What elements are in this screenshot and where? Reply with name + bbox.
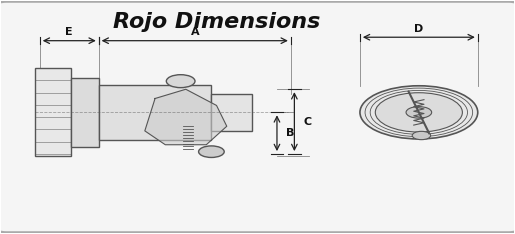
- FancyBboxPatch shape: [99, 85, 211, 140]
- Text: C: C: [304, 117, 312, 127]
- Text: B: B: [286, 128, 295, 138]
- Polygon shape: [145, 89, 227, 145]
- FancyBboxPatch shape: [35, 68, 71, 156]
- Circle shape: [412, 131, 431, 140]
- Text: A: A: [191, 27, 199, 37]
- Circle shape: [166, 75, 195, 88]
- FancyBboxPatch shape: [211, 94, 252, 131]
- Circle shape: [406, 107, 432, 118]
- Text: Rojo Dimensions: Rojo Dimensions: [113, 12, 320, 32]
- Text: D: D: [414, 24, 423, 34]
- Circle shape: [375, 93, 462, 132]
- Circle shape: [199, 146, 224, 157]
- Circle shape: [360, 86, 478, 139]
- FancyBboxPatch shape: [71, 78, 99, 147]
- Text: E: E: [65, 27, 73, 37]
